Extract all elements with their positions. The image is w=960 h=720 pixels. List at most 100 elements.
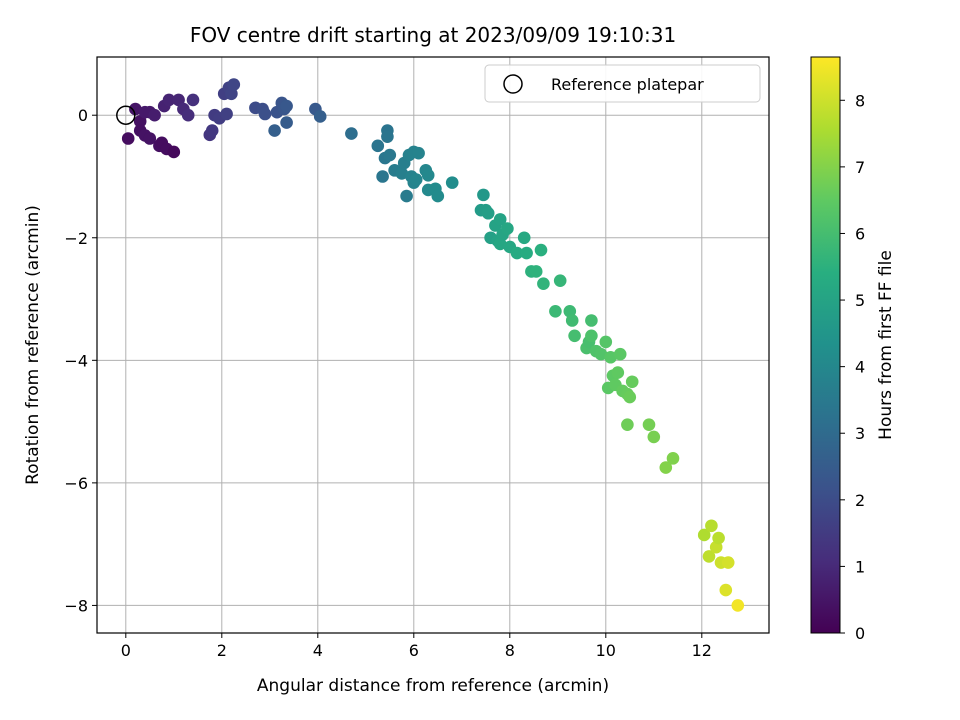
colorbar-tick-label: 4	[855, 358, 865, 377]
colorbar: 0 1 2 3 4 5 6 7 8 Hours from first FF file	[810, 56, 896, 643]
data-point	[148, 108, 161, 122]
data-point	[268, 124, 281, 137]
data-point	[659, 461, 673, 474]
data-point	[493, 213, 507, 226]
y-axis-label: Rotation from reference (arcmin)	[23, 205, 43, 485]
data-point	[621, 418, 634, 431]
x-axis-label: Angular distance from reference (arcmin)	[257, 676, 609, 696]
data-point	[712, 531, 725, 545]
x-tick-label: 6	[409, 641, 419, 660]
data-point	[477, 188, 490, 202]
colorbar-tick-label: 7	[855, 158, 865, 177]
data-point	[129, 102, 142, 116]
data-point	[721, 556, 735, 569]
data-point	[666, 452, 680, 465]
colorbar-tick-label: 6	[855, 224, 865, 243]
legend-box	[484, 64, 761, 103]
data-point	[549, 304, 562, 318]
scatter-points	[121, 78, 745, 612]
data-point	[421, 168, 435, 182]
data-point	[313, 110, 327, 123]
data-point	[167, 145, 181, 159]
data-point	[565, 314, 579, 327]
data-point	[625, 375, 639, 389]
data-point	[400, 189, 413, 203]
data-point	[345, 127, 358, 140]
data-point	[510, 246, 524, 260]
data-point	[143, 132, 157, 145]
data-point	[501, 222, 514, 235]
data-point	[431, 189, 445, 203]
data-point	[520, 246, 533, 260]
data-point	[529, 265, 543, 278]
y-tick-label: −6	[64, 474, 88, 493]
data-point	[412, 146, 425, 160]
data-point	[280, 99, 293, 113]
y-tick-label: −4	[64, 351, 88, 370]
data-point	[121, 132, 135, 145]
x-tick-label: 10	[596, 641, 616, 660]
reference-marker-layer	[116, 105, 136, 125]
data-point	[647, 430, 661, 444]
data-point	[162, 93, 176, 107]
data-point	[381, 130, 394, 143]
data-point	[537, 277, 550, 291]
colorbar-tick-label: 2	[855, 491, 865, 510]
data-point	[376, 170, 389, 183]
data-point	[534, 243, 548, 257]
data-point	[371, 139, 385, 153]
data-point	[611, 366, 625, 379]
colorbar-tick-label: 3	[855, 424, 865, 443]
colorbar-ticks: 0 1 2 3 4 5 6 7 8	[840, 91, 865, 643]
data-point	[705, 519, 718, 533]
colorbar-tick-label: 8	[855, 91, 865, 110]
grid-lines	[97, 57, 769, 633]
data-point	[445, 176, 459, 189]
data-point	[697, 528, 711, 542]
x-tick-label: 12	[692, 641, 712, 660]
legend-entry-reference: Reference platepar	[551, 75, 704, 94]
data-point	[481, 206, 495, 220]
y-tick-label: −2	[64, 229, 88, 248]
chart-title: FOV centre drift starting at 2023/09/09 …	[190, 23, 676, 47]
data-point	[594, 347, 608, 361]
data-point	[719, 583, 733, 597]
data-point	[702, 550, 716, 563]
data-point	[642, 418, 656, 431]
x-tick-label: 0	[121, 641, 131, 660]
legend: Reference platepar	[484, 64, 761, 103]
y-axis-ticks: 0 −2 −4 −6 −8	[64, 106, 97, 615]
x-axis-ticks: 0 2 4 6 8 10 12	[121, 633, 712, 660]
data-point	[227, 78, 241, 91]
data-point	[613, 347, 627, 361]
data-point	[205, 124, 219, 137]
data-point	[568, 329, 581, 343]
plot-frame	[96, 56, 770, 634]
y-tick-label: −8	[64, 596, 88, 615]
data-point	[409, 173, 423, 186]
legend-reference-marker-icon	[503, 74, 523, 94]
data-point	[280, 116, 293, 129]
data-point	[517, 231, 531, 245]
colorbar-label: Hours from first FF file	[876, 250, 896, 440]
data-point	[599, 335, 613, 349]
data-point	[585, 329, 598, 343]
x-tick-label: 8	[505, 641, 515, 660]
data-point	[181, 108, 195, 122]
data-point	[258, 107, 272, 121]
colorbar-tick-label: 1	[855, 557, 865, 576]
data-point	[383, 148, 397, 162]
data-point	[731, 599, 745, 612]
x-tick-label: 4	[313, 641, 323, 660]
data-point	[623, 390, 637, 404]
data-point	[395, 167, 409, 180]
colorbar-tick-label: 0	[855, 624, 865, 643]
data-point	[220, 107, 233, 121]
colorbar-tick-label: 5	[855, 291, 865, 310]
data-point	[604, 350, 617, 364]
y-tick-label: 0	[78, 106, 88, 125]
colorbar-gradient	[810, 56, 841, 634]
data-point	[585, 314, 598, 327]
